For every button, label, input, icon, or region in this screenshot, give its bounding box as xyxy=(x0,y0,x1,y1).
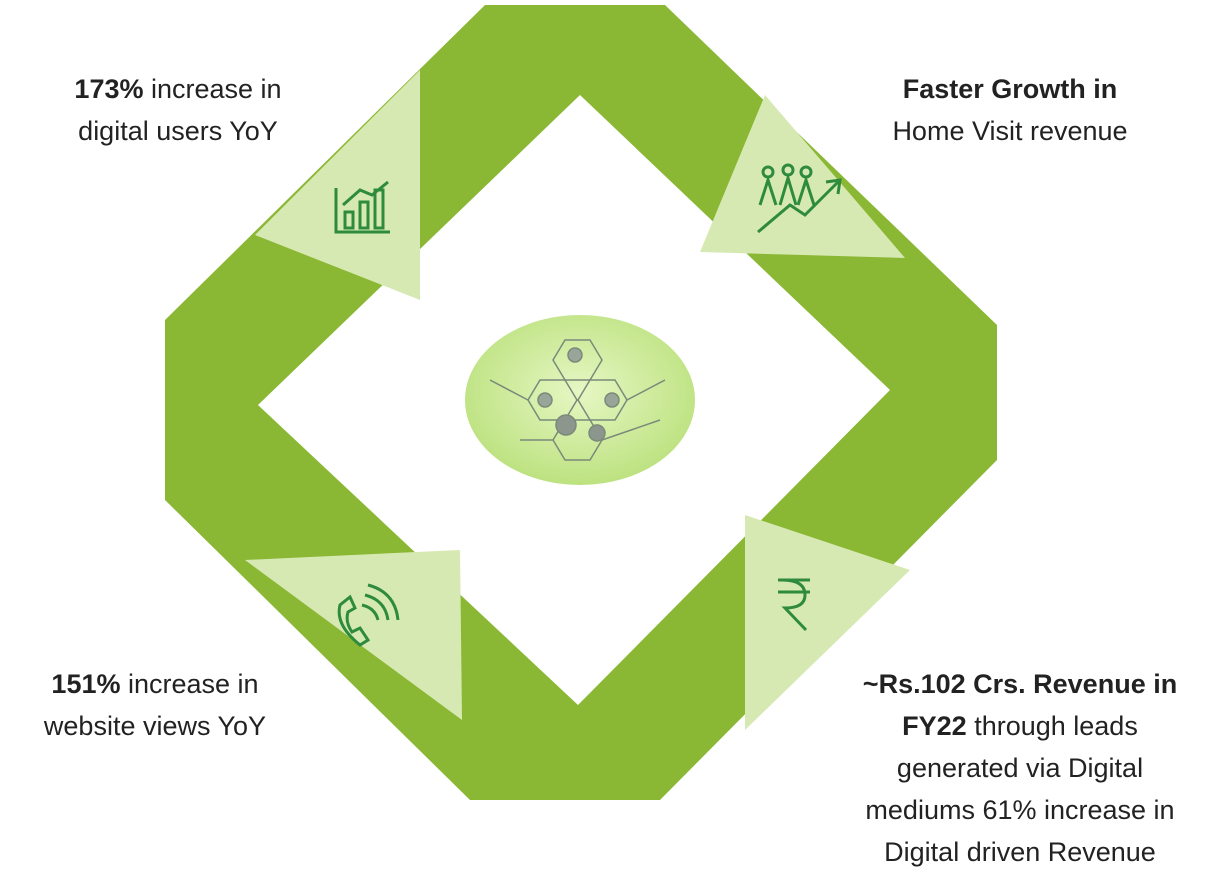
callout-span: generated via Digital xyxy=(897,753,1143,783)
callout-span: increase in xyxy=(143,74,281,104)
callout-span: Faster Growth in xyxy=(903,74,1118,104)
callout-text: Faster Growth in Home Visit revenue xyxy=(892,74,1127,146)
callout-span: increase in xyxy=(120,669,258,699)
chart-icon xyxy=(334,180,390,234)
callout-span: Home Visit revenue xyxy=(892,116,1127,146)
callout-span: Digital driven Revenue xyxy=(884,837,1156,867)
callout-span: website views YoY xyxy=(43,711,266,741)
callout-span: FY22 xyxy=(902,711,967,741)
callout-span: digital users YoY xyxy=(78,116,278,146)
callout-span: mediums 61% increase in xyxy=(865,795,1174,825)
hub-network xyxy=(489,339,666,461)
corner-triangles xyxy=(245,70,910,730)
rupee-icon xyxy=(778,578,810,632)
callout-span: through leads xyxy=(967,711,1138,741)
callout-text: 173% increase in digital users YoY xyxy=(74,74,281,146)
center-hub xyxy=(465,315,695,485)
callout-span: ~Rs.102 Crs. Revenue in xyxy=(863,669,1177,699)
callout-text: 151% increase in website views YoY xyxy=(43,669,266,741)
callout-span: 173% xyxy=(74,74,143,104)
callout-text: ~Rs.102 Crs. Revenue in FY22 through lead… xyxy=(863,669,1177,867)
phone-icon xyxy=(337,583,400,647)
callout-span: 151% xyxy=(51,669,120,699)
growth-icon xyxy=(757,163,842,234)
